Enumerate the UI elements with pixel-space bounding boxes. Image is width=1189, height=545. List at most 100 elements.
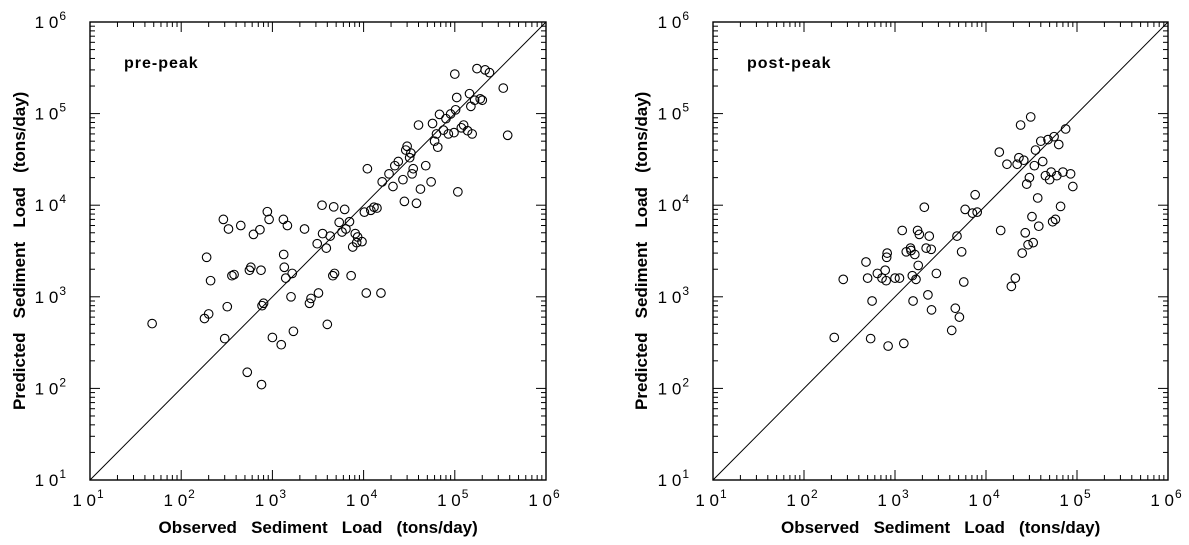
data-point bbox=[502, 130, 513, 141]
data-point bbox=[1010, 273, 1021, 283]
data-point bbox=[286, 291, 296, 302]
data-point bbox=[881, 275, 892, 286]
data-point bbox=[264, 214, 274, 225]
data-point bbox=[372, 203, 382, 213]
x-tick-label: 1 02 bbox=[786, 487, 818, 510]
data-point bbox=[222, 301, 233, 312]
data-point bbox=[467, 129, 478, 139]
x-tick-label: 1 05 bbox=[1059, 487, 1091, 510]
x-tick-label: 1 05 bbox=[437, 487, 469, 510]
data-point bbox=[1065, 168, 1076, 179]
data-point bbox=[1017, 248, 1028, 258]
data-point bbox=[235, 220, 246, 231]
data-point bbox=[393, 156, 404, 167]
data-point bbox=[415, 184, 426, 194]
data-point bbox=[1047, 216, 1058, 227]
data-point bbox=[262, 206, 273, 217]
data-point bbox=[1025, 112, 1036, 122]
data-point bbox=[464, 88, 475, 99]
y-tick-label: 1 02 bbox=[658, 375, 690, 398]
data-point bbox=[267, 332, 278, 343]
data-point bbox=[329, 268, 340, 279]
y-axis-label: Predicted Sediment Load (tons/day) bbox=[632, 91, 651, 410]
data-point bbox=[952, 231, 962, 241]
data-point bbox=[882, 248, 893, 258]
data-point bbox=[304, 298, 315, 309]
x-tick-label: 1 01 bbox=[72, 487, 104, 510]
data-point bbox=[1032, 193, 1043, 203]
data-point bbox=[1044, 174, 1055, 185]
data-point bbox=[1021, 179, 1032, 189]
data-point bbox=[898, 338, 909, 349]
data-point bbox=[1006, 281, 1017, 292]
data-point bbox=[1067, 181, 1078, 192]
data-point bbox=[229, 269, 239, 280]
y-tick-label: 1 05 bbox=[658, 101, 690, 124]
data-point bbox=[432, 142, 443, 153]
data-point bbox=[449, 69, 460, 79]
data-point bbox=[1020, 227, 1031, 238]
data-point bbox=[862, 273, 873, 283]
data-point bbox=[256, 265, 266, 276]
data-point bbox=[258, 298, 269, 309]
data-point bbox=[1060, 124, 1071, 134]
data-point bbox=[911, 274, 921, 285]
data-point bbox=[1049, 131, 1059, 142]
data-point bbox=[908, 296, 918, 306]
data-point bbox=[883, 341, 893, 351]
data-point bbox=[950, 303, 961, 314]
data-point bbox=[426, 176, 436, 187]
data-point bbox=[376, 288, 386, 298]
data-point bbox=[914, 229, 925, 240]
y-tick-label: 1 03 bbox=[658, 284, 690, 307]
data-point bbox=[498, 83, 509, 93]
data-point bbox=[280, 273, 291, 283]
x-tick-label: 1 03 bbox=[255, 487, 287, 510]
data-point bbox=[1030, 145, 1041, 155]
data-point bbox=[924, 231, 935, 241]
data-point bbox=[408, 163, 419, 174]
post-peak-panel: 1 011 01 1 02 1 02 1 03 1 03 1 04 1 04 1 05 1 05… bbox=[658, 9, 1182, 510]
data-point bbox=[1002, 159, 1012, 170]
plot-frame bbox=[712, 21, 1169, 481]
data-point bbox=[278, 249, 289, 260]
data-point bbox=[466, 101, 476, 112]
data-point bbox=[257, 300, 267, 311]
data-point bbox=[334, 217, 345, 228]
data-point bbox=[469, 95, 480, 106]
data-point bbox=[362, 163, 373, 174]
data-point bbox=[344, 216, 355, 227]
data-point bbox=[203, 309, 214, 319]
panel-label-post-peak: post-peak bbox=[747, 55, 832, 72]
data-point bbox=[1058, 167, 1068, 177]
data-point bbox=[406, 148, 416, 159]
data-point bbox=[227, 270, 237, 281]
data-point bbox=[413, 120, 424, 130]
data-point bbox=[359, 207, 370, 217]
data-point bbox=[867, 296, 877, 306]
data-point bbox=[256, 379, 267, 390]
pre-peak-panel: 1 011 01 1 02 1 02 1 03 1 03 1 04 1 04 1 05 1 05… bbox=[35, 9, 560, 510]
data-point bbox=[1015, 120, 1026, 130]
data-point bbox=[1037, 156, 1048, 167]
data-point bbox=[861, 257, 871, 267]
data-point bbox=[926, 244, 937, 255]
data-point bbox=[350, 228, 361, 239]
data-point bbox=[909, 249, 920, 260]
data-point bbox=[1029, 160, 1040, 171]
data-point bbox=[829, 332, 840, 343]
data-point bbox=[420, 160, 431, 171]
data-point bbox=[218, 214, 229, 225]
data-point bbox=[907, 270, 918, 281]
data-point bbox=[404, 152, 415, 163]
data-point bbox=[475, 93, 486, 104]
data-point bbox=[946, 325, 957, 336]
data-point bbox=[926, 305, 937, 315]
data-point bbox=[865, 333, 876, 344]
data-point bbox=[880, 265, 891, 276]
data-point bbox=[287, 268, 298, 279]
data-point bbox=[242, 367, 253, 378]
data-point bbox=[365, 205, 376, 216]
data-point bbox=[357, 236, 367, 247]
x-axis-label: Observed Sediment Load (tons/day) bbox=[158, 518, 478, 537]
